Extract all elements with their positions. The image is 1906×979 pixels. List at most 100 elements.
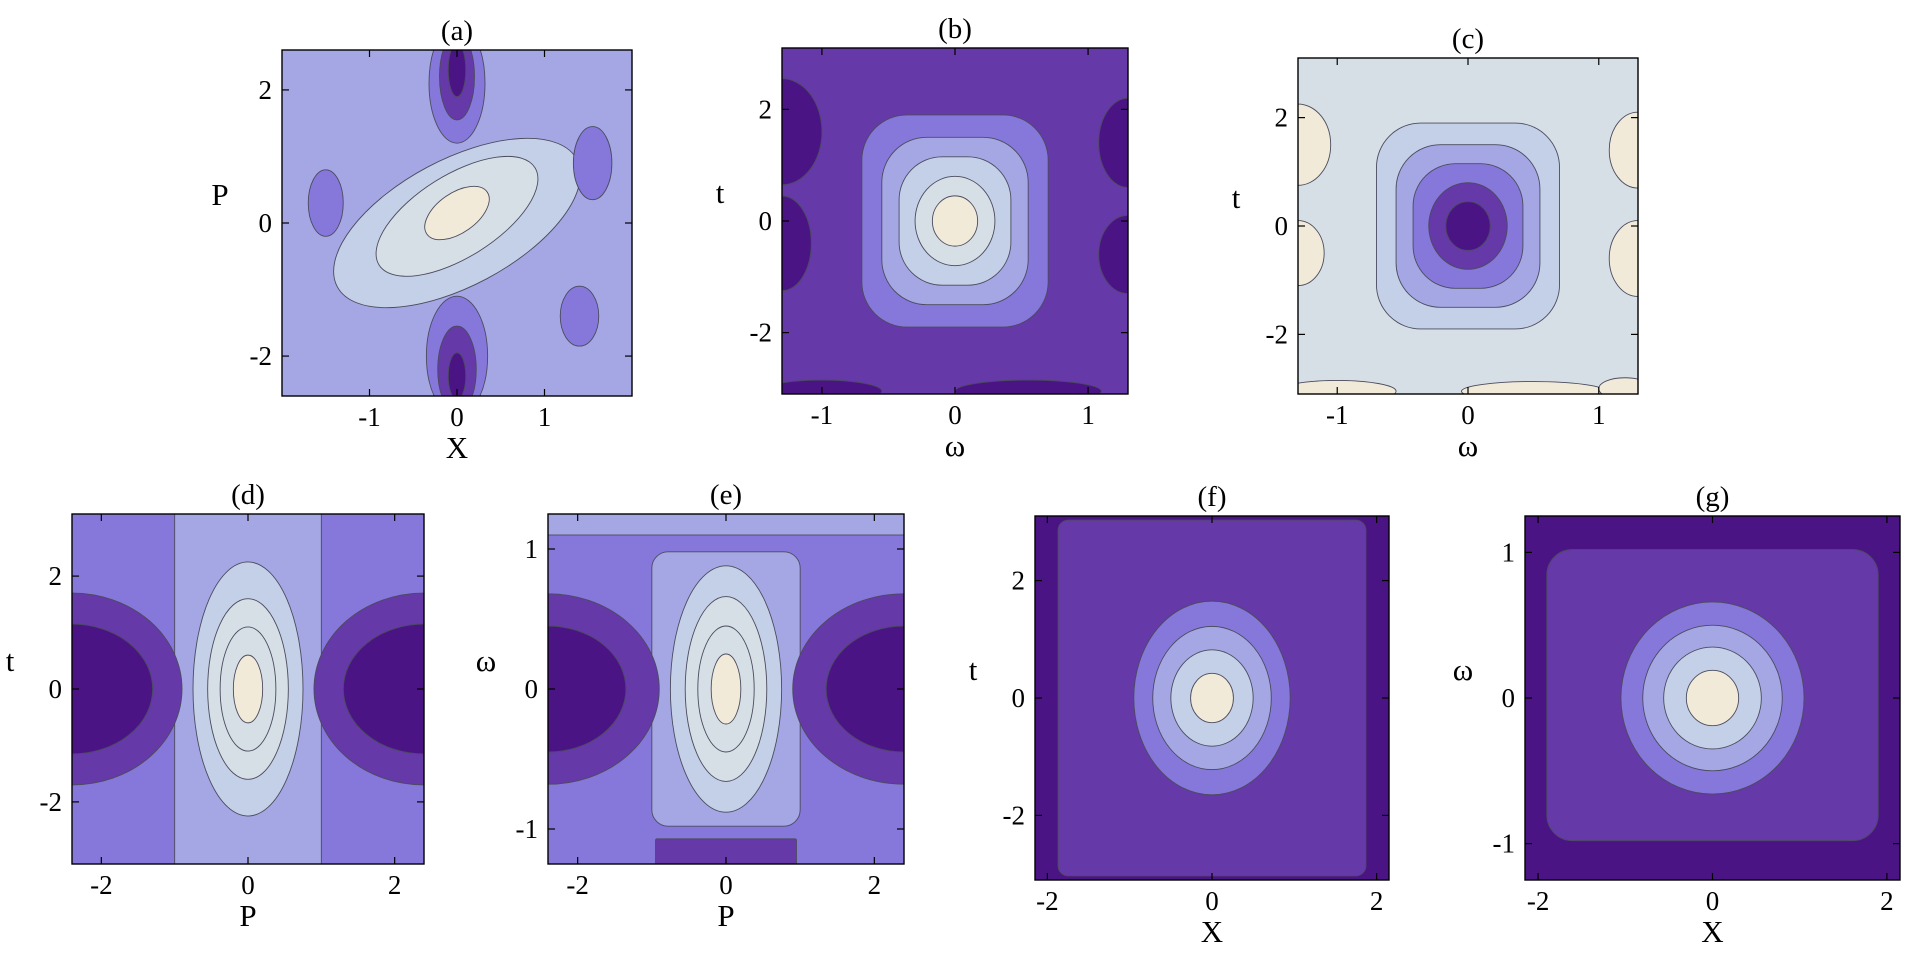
x-axis-label: ω — [945, 428, 965, 463]
x-tick-label: -1 — [358, 402, 381, 432]
panel-label: (d) — [231, 479, 265, 511]
panel-a: -1 0 1 -2 0 2 (a) X P — [211, 15, 633, 465]
contour-region — [548, 514, 904, 536]
panel-label: (b) — [938, 13, 972, 45]
plot-area-g — [1525, 516, 1900, 880]
contour-region — [1298, 380, 1397, 394]
x-tick-label: 2 — [1370, 886, 1384, 916]
contour-region — [954, 379, 1102, 394]
y-tick-label: 0 — [1275, 211, 1289, 241]
contour-region — [931, 195, 979, 247]
plot-area-a — [282, 50, 632, 396]
contour-region — [559, 285, 600, 347]
x-tick-label: 1 — [1081, 400, 1095, 430]
x-tick-label: 0 — [1461, 400, 1475, 430]
contour-region — [1445, 201, 1491, 251]
y-tick-label: 1 — [525, 534, 539, 564]
y-axis-label: t — [1232, 180, 1241, 215]
y-tick-label: 1 — [1502, 537, 1516, 567]
contour-region — [572, 126, 613, 201]
y-axis-label: t — [6, 643, 15, 678]
y-tick-label: 0 — [49, 674, 63, 704]
y-tick-label: 2 — [1012, 566, 1026, 596]
y-tick-label: 2 — [1275, 103, 1289, 133]
x-tick-label: 1 — [1592, 400, 1606, 430]
x-axis-label: P — [239, 898, 256, 933]
panel-c: -1 0 1 -2 0 2 (c) ω t — [1232, 23, 1639, 463]
x-tick-label: -1 — [1326, 400, 1349, 430]
y-tick-label: 0 — [525, 674, 539, 704]
panel-label: (c) — [1452, 23, 1484, 55]
panel-label: (e) — [710, 479, 742, 511]
panel-e: -2 0 2 -1 0 1 (e) Pω — [476, 479, 905, 933]
y-axis-label: P — [211, 177, 228, 212]
contour-region — [1190, 672, 1234, 724]
panel-b: -1 0 1 -2 0 2 (b) ω t — [716, 13, 1129, 463]
y-tick-label: -1 — [516, 814, 539, 844]
x-tick-label: 2 — [388, 870, 402, 900]
x-tick-label: 0 — [719, 870, 733, 900]
contour-region — [447, 50, 467, 98]
y-axis-label: ω — [476, 643, 496, 678]
contour-region — [342, 623, 424, 755]
panel-label: (a) — [441, 15, 473, 47]
x-tick-label: 2 — [868, 870, 882, 900]
contour-region — [655, 838, 797, 864]
x-tick-label: -2 — [1527, 886, 1550, 916]
x-tick-label: -2 — [566, 870, 589, 900]
panel-label: (f) — [1198, 481, 1227, 513]
y-tick-label: -2 — [1266, 319, 1289, 349]
y-tick-label: -2 — [750, 318, 773, 348]
contour-region — [424, 185, 490, 241]
contour-region — [548, 625, 627, 753]
y-axis-label: t — [716, 175, 725, 210]
x-axis-label: X — [446, 430, 468, 465]
y-tick-label: 2 — [259, 75, 273, 105]
plot-area-f — [1035, 516, 1389, 880]
x-axis-label: X — [1201, 914, 1223, 949]
y-tick-label: -2 — [250, 341, 273, 371]
y-tick-label: 0 — [259, 208, 273, 238]
y-tick-label: 2 — [759, 94, 773, 124]
x-tick-label: -2 — [90, 870, 113, 900]
y-axis-label: ω — [1453, 652, 1473, 687]
x-tick-label: 0 — [1205, 886, 1219, 916]
contour-region — [825, 625, 904, 753]
x-tick-label: -2 — [1036, 886, 1059, 916]
x-tick-label: -1 — [811, 400, 834, 430]
contour-region — [1685, 669, 1740, 727]
x-tick-label: 0 — [241, 870, 255, 900]
plot-area-c — [1298, 58, 1638, 394]
y-tick-label: 2 — [49, 561, 63, 591]
y-tick-label: -2 — [40, 787, 63, 817]
plot-area-d — [72, 514, 424, 864]
panel-d: -2 0 2 -2 0 2 (d) Pt — [6, 479, 425, 933]
contour-region — [1461, 381, 1606, 394]
x-tick-label: 2 — [1880, 886, 1894, 916]
x-tick-label: 0 — [1706, 886, 1720, 916]
contour-region — [72, 623, 154, 755]
x-axis-label: P — [717, 898, 734, 933]
x-tick-label: 0 — [948, 400, 962, 430]
contour-region — [232, 654, 264, 724]
y-tick-label: 0 — [759, 206, 773, 236]
y-tick-label: -2 — [1003, 800, 1026, 830]
contour-region — [447, 352, 467, 396]
x-tick-label: 1 — [538, 402, 552, 432]
plot-area-e — [548, 514, 904, 864]
panel-f: -2 0 2 -2 0 2 (f) Xt — [969, 481, 1390, 949]
contour-region — [782, 78, 823, 186]
contour-region — [307, 169, 344, 237]
panel-label: (g) — [1696, 481, 1730, 513]
contour-region — [782, 379, 883, 394]
x-axis-label: ω — [1458, 428, 1478, 463]
y-tick-label: 0 — [1502, 683, 1516, 713]
y-axis-label: t — [969, 652, 978, 687]
y-tick-label: 0 — [1012, 683, 1026, 713]
plot-area-b — [782, 48, 1128, 394]
panel-g: -2 0 2 -1 0 1 (g) Xω — [1453, 481, 1901, 949]
contour-region — [710, 653, 742, 725]
x-axis-label: X — [1701, 914, 1723, 949]
contour-region — [1598, 377, 1638, 394]
